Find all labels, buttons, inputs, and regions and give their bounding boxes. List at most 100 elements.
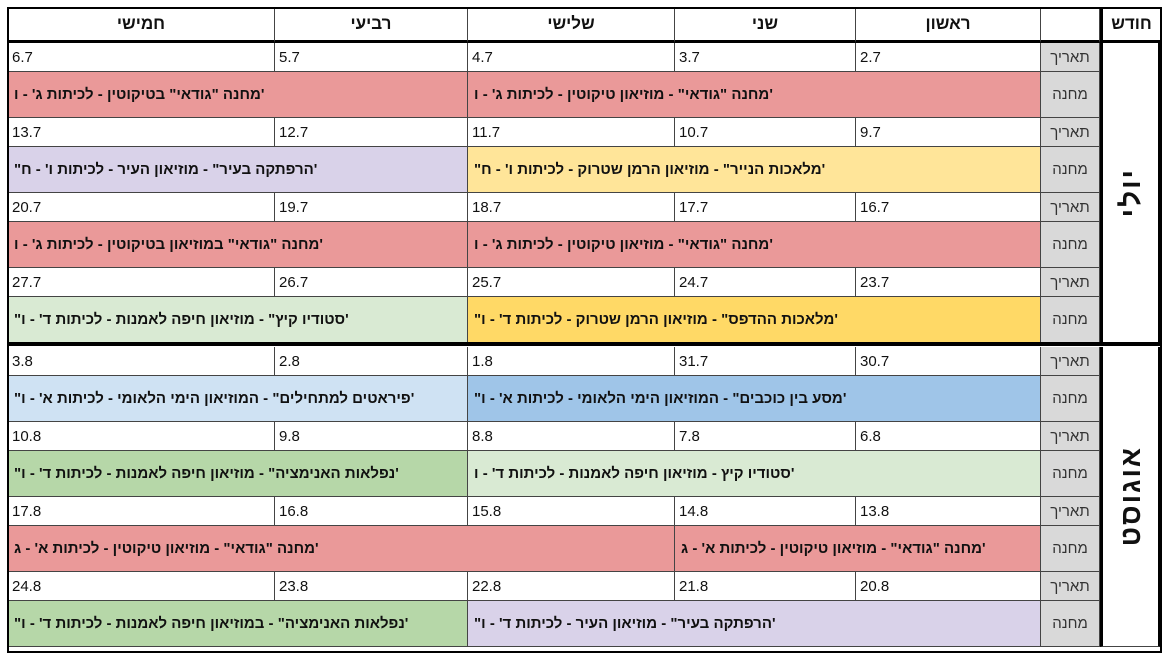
date-cell: 17.8 [8, 497, 275, 526]
row-label-activity: מחנה [1041, 222, 1100, 268]
activity-block[interactable]: מחנה "גודאי" - מוזיאון טיקוטין - לכיתות … [468, 222, 1041, 268]
activity-block[interactable]: מחנה "גודאי" - מוזיאון טיקוטין - לכיתות … [468, 72, 1041, 118]
date-value: 10.7 [679, 123, 709, 141]
date-cell: 27.7 [8, 268, 275, 297]
activity-text: מחנה "גודאי" - מוזיאון טיקוטין - לכיתות … [14, 540, 319, 557]
row-label-text: מחנה [1052, 86, 1088, 103]
row-label-text: תאריך [1050, 577, 1090, 595]
activity-block[interactable]: "נפלאות האנימציה" - במוזיאון חיפה לאמנות… [8, 601, 468, 647]
date-value: 6.8 [860, 427, 881, 445]
date-value: 30.7 [860, 352, 890, 370]
row-label-text: מחנה [1052, 161, 1088, 178]
date-cell: 15.8 [468, 497, 675, 526]
date-value: 5.7 [279, 48, 300, 66]
date-cell: 20.7 [8, 193, 275, 222]
date-value: 11.7 [472, 123, 501, 141]
date-cell: 7.8 [675, 422, 856, 451]
row-label-activity: מחנה [1041, 297, 1100, 343]
header-day-1: שני [675, 8, 856, 43]
row-label-date: תאריך [1041, 268, 1100, 297]
header-day-label: שלישי [547, 14, 595, 33]
date-value: 2.8 [279, 352, 300, 370]
date-cell: 23.7 [856, 268, 1041, 297]
row-label-text: מחנה [1052, 465, 1088, 482]
activity-text: מחנה "גודאי" - מוזיאון טיקוטין - לכיתות … [474, 236, 773, 253]
row-label-date: תאריך [1041, 193, 1100, 222]
month-label-cell: יולי [1100, 43, 1161, 343]
activity-block[interactable]: "פיראטים למתחילים" - המוזיאון הימי הלאומ… [8, 376, 468, 422]
date-cell: 6.7 [8, 43, 275, 72]
date-cell: 2.7 [856, 43, 1041, 72]
date-value: 23.7 [860, 273, 890, 291]
activity-block[interactable]: מחנה "גודאי" במוזיאון בטיקוטין - לכיתות … [8, 222, 468, 268]
date-value: 8.8 [472, 427, 493, 445]
date-cell: 16.8 [275, 497, 468, 526]
date-cell: 13.7 [8, 118, 275, 147]
activity-text: "מסע בין כוכבים" - המוזיאון הימי הלאומי … [474, 390, 847, 407]
date-cell: 17.7 [675, 193, 856, 222]
activity-text: סטודיו קיץ - מוזיאון חיפה לאמנות - לכיתו… [474, 465, 795, 482]
date-cell: 8.8 [468, 422, 675, 451]
date-cell: 18.7 [468, 193, 675, 222]
row-label-date: תאריך [1041, 118, 1100, 147]
date-cell: 26.7 [275, 268, 468, 297]
date-cell: 21.8 [675, 572, 856, 601]
date-value: 16.7 [860, 198, 890, 216]
date-value: 24.7 [679, 273, 709, 291]
date-value: 2.7 [860, 48, 881, 66]
activity-block[interactable]: "הרפתקה בעיר" - מוזיאון העיר - לכיתות ד'… [468, 601, 1041, 647]
row-label-text: תאריך [1050, 502, 1090, 520]
activity-block[interactable]: מחנה "גודאי" בטיקוטין - לכיתות ג' - ו' [8, 72, 468, 118]
row-label-text: מחנה [1052, 311, 1088, 328]
row-label-text: תאריך [1050, 123, 1090, 141]
date-value: 26.7 [279, 273, 309, 291]
activity-block[interactable]: "מסע בין כוכבים" - המוזיאון הימי הלאומי … [468, 376, 1041, 422]
activity-text: "הרפתקה בעיר" - מוזיאון העיר - לכיתות ד'… [474, 615, 776, 632]
header-day-label: שני [751, 14, 779, 33]
row-label-date: תאריך [1041, 572, 1100, 601]
date-cell: 3.7 [675, 43, 856, 72]
activity-text: "נפלאות האנימציה" - במוזיאון חיפה לאמנות… [14, 615, 409, 632]
row-label-date: תאריך [1041, 422, 1100, 451]
date-cell: 12.7 [275, 118, 468, 147]
date-value: 14.8 [679, 502, 709, 520]
row-label-text: מחנה [1052, 236, 1088, 253]
activity-block[interactable]: סטודיו קיץ - מוזיאון חיפה לאמנות - לכיתו… [468, 451, 1041, 497]
date-value: 24.8 [12, 577, 42, 595]
header-day-3: רביעי [275, 8, 468, 43]
activity-block[interactable]: "מלאכות ההדפס" - מוזיאון הרמן שטרוק - לכ… [468, 297, 1041, 343]
date-value: 3.7 [679, 48, 700, 66]
date-cell: 2.8 [275, 347, 468, 376]
date-cell: 14.8 [675, 497, 856, 526]
date-value: 22.8 [472, 577, 502, 595]
activity-block[interactable]: מחנה "גודאי" - מוזיאון טיקוטין - לכיתות … [675, 526, 1041, 572]
date-cell: 10.8 [8, 422, 275, 451]
date-value: 4.7 [472, 48, 493, 66]
row-label-text: תאריך [1050, 427, 1090, 445]
header-day-0: ראשון [856, 8, 1041, 43]
activity-text: מחנה "גודאי" במוזיאון בטיקוטין - לכיתות … [14, 236, 323, 253]
activity-block[interactable]: "סטודיו קיץ" - מוזיאון חיפה לאמנות - לכי… [8, 297, 468, 343]
date-cell: 20.8 [856, 572, 1041, 601]
row-label-text: מחנה [1052, 390, 1088, 407]
date-value: 16.8 [279, 502, 309, 520]
date-cell: 4.7 [468, 43, 675, 72]
date-value: 18.7 [472, 198, 502, 216]
date-value: 9.7 [860, 123, 881, 141]
date-value: 10.8 [12, 427, 42, 445]
activity-block[interactable]: "נפלאות האנימציה" - מוזיאון חיפה לאמנות … [8, 451, 468, 497]
date-cell: 19.7 [275, 193, 468, 222]
activity-block[interactable]: "הרפתקה בעיר" - מוזיאון העיר - לכיתות ו'… [8, 147, 468, 193]
date-value: 13.8 [860, 502, 890, 520]
activity-text: מחנה "גודאי" בטיקוטין - לכיתות ג' - ו' [14, 86, 265, 103]
activity-text: "פיראטים למתחילים" - המוזיאון הימי הלאומ… [14, 390, 415, 407]
activity-block[interactable]: מחנה "גודאי" - מוזיאון טיקוטין - לכיתות … [8, 526, 675, 572]
date-value: 23.8 [279, 577, 309, 595]
activity-text: "הרפתקה בעיר" - מוזיאון העיר - לכיתות ו'… [14, 161, 318, 178]
header-month: חודש [1100, 8, 1161, 43]
activity-block[interactable]: "מלאכות הנייר" - מוזיאון הרמן שטרוק - לכ… [468, 147, 1041, 193]
row-label-text: תאריך [1050, 352, 1090, 370]
date-cell: 9.8 [275, 422, 468, 451]
row-label-activity: מחנה [1041, 72, 1100, 118]
